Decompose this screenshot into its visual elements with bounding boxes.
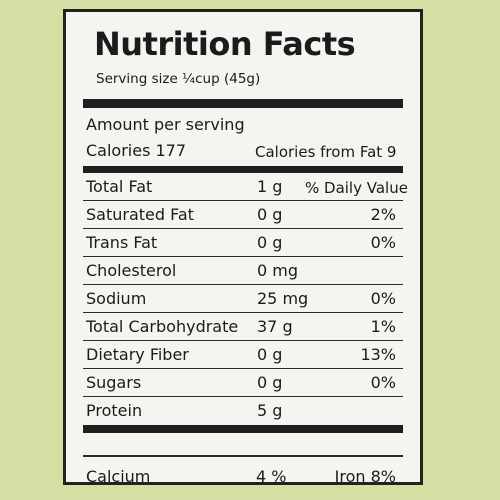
minerals-row: Calcium 4 % Iron 8% [86,466,400,488]
row-divider [83,395,403,397]
nutrient-row-sugars: Sugars 0 g 0% [83,369,403,397]
nutrient-row-dietary-fiber: Dietary Fiber 0 g 13% [83,341,403,369]
nutrient-amount: 0 g [257,233,283,252]
nutrient-row-total-fat: Total Fat 1 g % Daily Value [83,173,408,201]
nutrient-name: Sugars [86,373,142,392]
daily-value-header: % Daily Value [305,179,408,197]
nutrient-daily-value: 1% [370,317,396,336]
nutrient-daily-value: 2% [370,205,396,224]
nutrient-amount: 0 mg [257,261,299,280]
nutrient-daily-value: 13% [360,345,396,364]
nutrient-daily-value: 0% [370,289,396,308]
nutrition-label: Nutrition Facts Serving size ¼cup (45g) … [63,9,423,488]
nutrient-amount: 1 g [257,177,283,196]
nutrient-row-protein: Protein 5 g [83,397,403,425]
nutrient-row-saturated-fat: Saturated Fat 0 g 2% [83,201,403,229]
nutrient-amount: 0 g [257,373,283,392]
nutrient-amount: 37 g [257,317,293,336]
nutrient-daily-value: 0% [370,233,396,252]
calcium-label: Calcium [86,467,151,486]
nutrient-row-total-carbohydrate: Total Carbohydrate 37 g 1% [83,313,403,341]
nutrient-row-cholesterol: Cholesterol 0 mg [83,257,403,285]
divider-thick-top [83,99,403,108]
nutrient-name: Cholesterol [86,261,177,280]
calories-value: Calories 177 [86,141,187,160]
calcium-amount: 4 % [256,467,287,486]
divider-thin-bottom [83,455,403,457]
calories-from-fat: Calories from Fat 9 [255,143,397,161]
divider-thick-middle [83,166,403,173]
nutrient-amount: 5 g [257,401,283,420]
nutrient-name: Total Fat [86,177,153,196]
row-divider [83,311,403,313]
row-divider [83,227,403,229]
row-divider [83,199,403,201]
divider-thick-bottom [83,425,403,433]
row-divider [83,367,403,369]
nutrient-amount: 0 g [257,345,283,364]
nutrient-name: Trans Fat [86,233,158,252]
nutrient-name: Saturated Fat [86,205,194,224]
iron-value: Iron 8% [334,467,396,486]
nutrient-name: Sodium [86,289,147,308]
nutrient-amount: 0 g [257,205,283,224]
nutrient-name: Total Carbohydrate [86,317,239,336]
nutrient-amount: 25 mg [257,289,309,308]
serving-size: Serving size ¼cup (45g) [96,71,261,87]
nutrient-row-trans-fat: Trans Fat 0 g 0% [83,229,403,257]
nutrient-row-sodium: Sodium 25 mg 0% [83,285,403,313]
nutrient-name: Protein [86,401,143,420]
amount-per-serving: Amount per serving [86,115,245,134]
row-divider [83,255,403,257]
label-title: Nutrition Facts [94,25,356,63]
nutrient-daily-value: 0% [370,373,396,392]
nutrient-name: Dietary Fiber [86,345,189,364]
row-divider [83,339,403,341]
row-divider [83,283,403,285]
